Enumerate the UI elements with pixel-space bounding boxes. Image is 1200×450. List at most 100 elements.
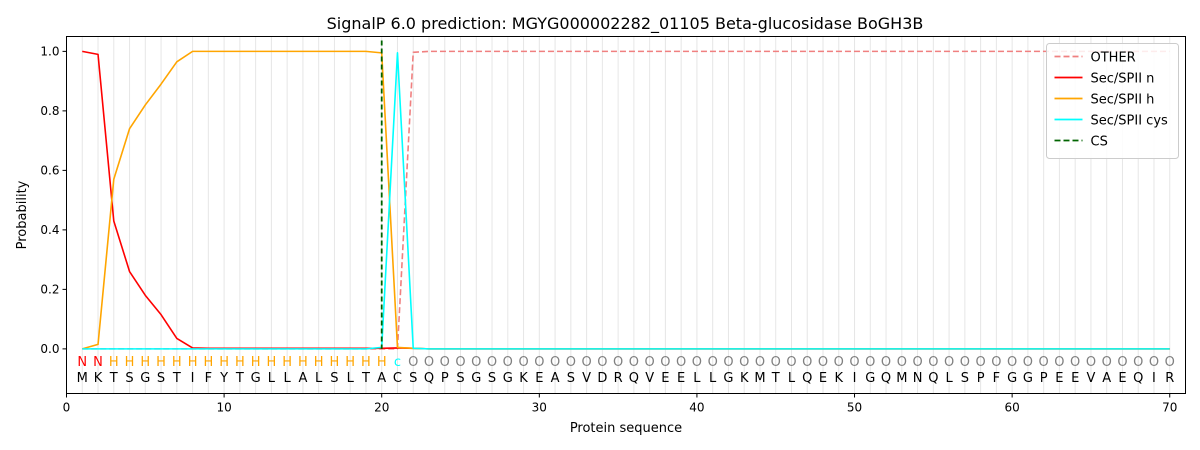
y-tick-label: 1.0 (40, 44, 59, 58)
residue-label: N (913, 371, 923, 386)
region-label: O (1117, 355, 1127, 370)
region-label: O (534, 355, 544, 370)
residue-label: K (835, 371, 844, 386)
region-label: O (834, 355, 844, 370)
residue-label: L (945, 371, 953, 386)
residue-label: G (471, 371, 481, 386)
residue-label: M (754, 371, 765, 386)
residue-label: G (1007, 371, 1017, 386)
y-axis-label: Probability (15, 180, 30, 249)
region-label: O (645, 355, 655, 370)
region-label: O (629, 355, 639, 370)
region-label: O (802, 355, 812, 370)
region-label: O (503, 355, 513, 370)
residue-label: L (268, 371, 276, 386)
residue-label: S (157, 371, 165, 386)
x-tick-label: 70 (1162, 401, 1177, 415)
region-label: H (251, 355, 261, 370)
chart-title: SignalP 6.0 prediction: MGYG000002282_01… (327, 14, 924, 34)
x-tick-label: 20 (374, 401, 389, 415)
residue-label: S (961, 371, 969, 386)
region-label: O (755, 355, 765, 370)
region-label: H (203, 355, 213, 370)
region-label: O (613, 355, 623, 370)
region-label: H (377, 355, 387, 370)
region-label: O (897, 355, 907, 370)
region-label: H (125, 355, 135, 370)
residue-label: L (284, 371, 292, 386)
plot-frame (66, 36, 1186, 394)
region-label: O (1102, 355, 1112, 370)
legend-box (1046, 43, 1179, 159)
residue-label: G (503, 371, 513, 386)
legend-entry: Sec/SPII h (1091, 93, 1155, 108)
x-axis-label: Protein sequence (570, 421, 682, 436)
region-label: O (518, 355, 528, 370)
region-label: O (550, 355, 560, 370)
region-label: H (282, 355, 292, 370)
region-label: O (708, 355, 718, 370)
residue-label: G (1023, 371, 1033, 386)
residue-label: E (535, 371, 543, 386)
residue-label: L (315, 371, 323, 386)
residue-label: L (347, 371, 355, 386)
region-label: O (865, 355, 875, 370)
region-label: O (1039, 355, 1049, 370)
residue-label: E (661, 371, 669, 386)
region-label: O (660, 355, 670, 370)
residue-label: V (645, 371, 654, 386)
residue-label: T (235, 371, 244, 386)
region-label: O (692, 355, 702, 370)
residue-label: P (441, 371, 449, 386)
x-tick-label: 30 (532, 401, 547, 415)
region-label: H (172, 355, 182, 370)
region-label: H (345, 355, 355, 370)
residue-label: G (865, 371, 875, 386)
series-layer (82, 40, 1170, 350)
residue-label: Y (219, 371, 228, 386)
region-label: O (1086, 355, 1096, 370)
legend: OTHER Sec/SPII n Sec/SPII h Sec/SPII cys CS (1046, 43, 1179, 159)
y-tick-label: 0.6 (40, 163, 59, 177)
region-label: O (723, 355, 733, 370)
residue-label: D (597, 371, 607, 386)
region-label: O (975, 355, 985, 370)
series-line-sec-spii-cys (82, 52, 1170, 350)
region-label: O (581, 355, 591, 370)
residue-label: P (1040, 371, 1048, 386)
residue-label: M (77, 371, 88, 386)
residue-label: A (551, 371, 560, 386)
region-label: O (944, 355, 954, 370)
residue-label: G (251, 371, 261, 386)
residue-label: S (488, 371, 496, 386)
legend-entry: CS (1091, 135, 1108, 150)
residue-label: Q (928, 371, 938, 386)
y-tick-label: 0.2 (40, 282, 59, 296)
residue-label: L (709, 371, 717, 386)
region-label: H (298, 355, 308, 370)
residue-label: E (819, 371, 827, 386)
region-label: H (266, 355, 276, 370)
residue-label: K (94, 371, 103, 386)
residue-label: P (977, 371, 985, 386)
region-label: H (219, 355, 229, 370)
region-label: O (1070, 355, 1080, 370)
residue-label: S (567, 371, 575, 386)
residue-label: R (614, 371, 623, 386)
residue-label: S (456, 371, 464, 386)
region-label: O (1007, 355, 1017, 370)
residue-label: Q (802, 371, 812, 386)
region-label: O (818, 355, 828, 370)
residue-label: R (1165, 371, 1174, 386)
residue-label: G (723, 371, 733, 386)
region-label: O (991, 355, 1001, 370)
region-label: O (786, 355, 796, 370)
region-label: O (455, 355, 465, 370)
region-label: O (676, 355, 686, 370)
region-label: O (471, 355, 481, 370)
x-tick-label: 60 (1004, 401, 1019, 415)
region-label: O (739, 355, 749, 370)
legend-entry: Sec/SPII n (1091, 72, 1155, 87)
x-tick-label: 50 (847, 401, 862, 415)
region-label: H (330, 355, 340, 370)
